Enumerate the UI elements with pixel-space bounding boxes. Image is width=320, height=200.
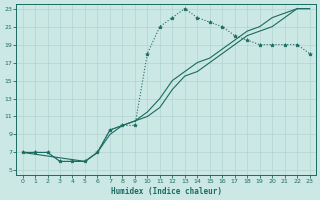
X-axis label: Humidex (Indice chaleur): Humidex (Indice chaleur) bbox=[111, 187, 221, 196]
